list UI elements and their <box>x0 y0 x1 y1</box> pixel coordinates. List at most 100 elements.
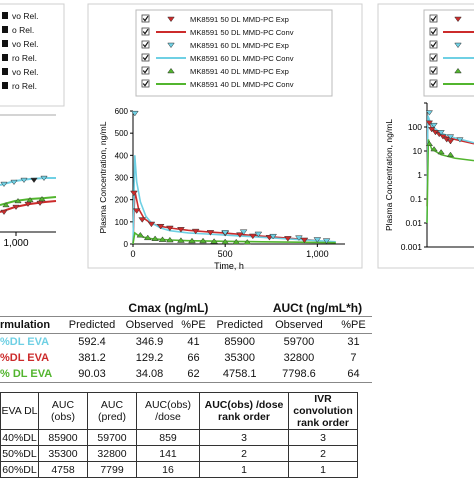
x-tick-label: 1,000 <box>306 249 329 259</box>
auc-obs-dose-header: AUC(obs) /dose <box>136 392 200 430</box>
left-x-tick-label: 1,000 <box>3 238 28 249</box>
check-icon <box>142 67 149 74</box>
data-point <box>14 198 22 204</box>
middle-legend-box <box>135 9 333 97</box>
data-point <box>439 134 447 140</box>
data-point <box>425 140 434 146</box>
table-row: % DL EVA 90.03 34.08 62 4758.1 7798.6 64 <box>0 366 372 383</box>
checkbox <box>429 66 438 75</box>
data-point <box>221 230 230 236</box>
y-tick-label: 0.1 <box>410 194 422 204</box>
table-cell: 35300 <box>224 352 255 364</box>
data-point <box>191 228 200 235</box>
right-plot: 100 10 1 0.1 0.01 0.001 Plasma Concentration, … <box>384 102 474 252</box>
table-cell: 1 <box>199 461 289 478</box>
y-tick-label: 200 <box>115 196 129 205</box>
y-tick-label: 0.001 <box>401 242 423 252</box>
data-point <box>130 110 139 117</box>
check-icon <box>430 15 437 22</box>
auc-obs-header: AUC (obs) <box>38 392 88 430</box>
check-icon <box>142 54 149 61</box>
data-point <box>26 197 34 203</box>
middle-panel: MK8591 50 DL MMD-PC Exp MK8591 50 DL MMD-… <box>87 3 363 271</box>
table-cell: 2 <box>288 445 358 462</box>
table-cell: 59700 <box>283 336 315 348</box>
data-point <box>428 127 436 133</box>
data-point <box>322 238 331 244</box>
legend-label: MK8591 40 DL MMD-PC Conv <box>190 80 294 89</box>
table-cell: 3 <box>199 429 289 446</box>
cmax-header: Cmax (ng/mL) <box>128 301 209 315</box>
checkbox <box>429 40 438 49</box>
table-cell: 40%DL <box>0 429 39 446</box>
data-point <box>283 236 292 242</box>
data-point <box>430 146 438 152</box>
data-point <box>313 237 322 243</box>
checkbox <box>429 79 438 88</box>
data-point <box>454 16 462 23</box>
table-row: 50%DL 35300 32800 141 2 2 <box>0 445 358 462</box>
cmax-predicted-header: Predicted <box>63 316 121 334</box>
auc-rank-header: AUC(obs) /dose rank order <box>199 392 289 430</box>
table-cell: 3 <box>288 429 358 446</box>
legend-marker <box>2 54 8 61</box>
data-point <box>165 236 174 243</box>
ivr-rank-header: IVR convolution rank order <box>288 392 358 430</box>
checkbox <box>429 14 438 23</box>
data-point <box>12 204 20 210</box>
data-point <box>454 67 462 74</box>
check-icon <box>430 41 437 48</box>
table-cell: 59700 <box>87 429 137 446</box>
data-point <box>430 122 438 129</box>
data-point <box>10 179 18 185</box>
data-point <box>30 177 38 183</box>
table-cell: 32800 <box>87 445 137 462</box>
data-point <box>132 208 141 214</box>
data-point <box>136 231 145 238</box>
table-cell: 60%DL <box>0 461 39 478</box>
data-point <box>177 237 185 243</box>
table-cell: 31 <box>347 336 360 348</box>
check-icon <box>430 80 437 87</box>
x-tick-label: 500 <box>218 249 233 259</box>
table-cell: 62 <box>187 368 200 380</box>
data-point <box>138 217 147 223</box>
data-point <box>20 177 28 183</box>
data-point <box>165 225 174 232</box>
table-cell: 1 <box>288 461 358 478</box>
check-icon <box>142 41 149 48</box>
table-cell: 4758.1 <box>222 368 257 380</box>
y-tick-label: 0 <box>124 240 129 249</box>
data-point <box>38 196 46 202</box>
data-point <box>221 238 230 245</box>
checkbox <box>141 66 150 75</box>
checkbox <box>141 79 150 88</box>
table-row: %DL EVA 381.2 129.2 66 35300 32800 7 <box>0 350 372 366</box>
data-point <box>0 181 8 187</box>
x-tick-label: 0 <box>130 249 135 259</box>
left-legend-box <box>0 3 65 107</box>
table-cell: 16 <box>136 461 200 478</box>
check-icon <box>142 15 149 22</box>
table-cell: 381.2 <box>78 352 106 364</box>
y-axis-label: Plasma Concentration, ng/mL <box>98 121 108 233</box>
legend-marker <box>2 26 8 33</box>
legend-label: MK8591 50 DL MMD-PC Exp <box>190 15 289 24</box>
table-cell: 34.08 <box>135 368 164 380</box>
data-point <box>210 238 218 244</box>
pk-table-sub-header: rmulation Predicted Observed %PE Predict… <box>0 316 372 334</box>
table-cell: 50%DL <box>0 445 39 462</box>
data-point <box>248 233 257 240</box>
data-point <box>456 137 464 143</box>
legend-label: MK8591 60 DL MMD-PC Exp <box>190 41 289 50</box>
table-cell: 346.9 <box>135 336 164 348</box>
formulation-header: rmulation <box>0 316 64 334</box>
data-point <box>199 237 207 244</box>
auct-pe-header: %PE <box>334 316 372 334</box>
auct-observed-header: Observed <box>262 316 335 334</box>
data-point <box>232 238 241 245</box>
checkbox <box>429 53 438 62</box>
data-point <box>300 237 309 244</box>
legend-label: ro Rel. <box>12 53 37 63</box>
